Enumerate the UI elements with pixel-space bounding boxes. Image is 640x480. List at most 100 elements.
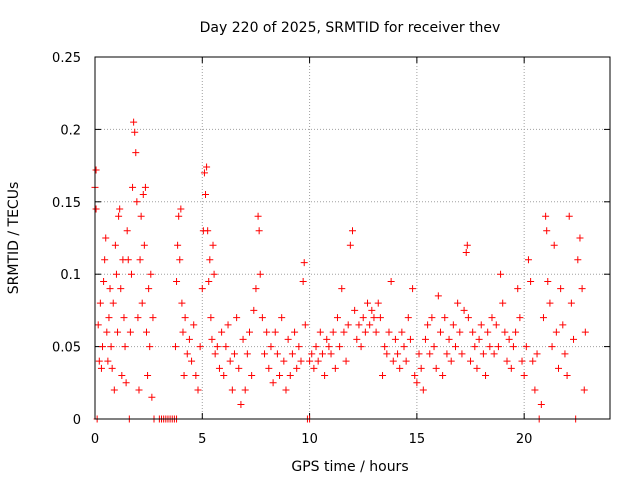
data-point [103, 328, 111, 336]
data-point [254, 212, 262, 220]
data-point [131, 128, 139, 136]
data-point [211, 350, 219, 358]
data-point [580, 386, 588, 394]
data-point [314, 357, 322, 365]
data-point [462, 248, 470, 256]
data-point [288, 350, 296, 358]
data-point [114, 328, 122, 336]
data-point [118, 372, 126, 380]
data-point [351, 306, 359, 314]
data-point [445, 335, 453, 343]
data-point [482, 372, 490, 380]
data-point [463, 241, 471, 249]
chart-title: Day 220 of 2025, SRMTID for receiver the… [200, 20, 501, 36]
data-point [121, 343, 129, 351]
data-point [241, 386, 249, 394]
y-tick-label: 0.25 [52, 51, 81, 66]
data-point [207, 314, 215, 322]
data-point [477, 321, 485, 329]
data-point [402, 357, 410, 365]
data-point [509, 343, 517, 351]
data-point [557, 285, 565, 293]
data-point [366, 321, 374, 329]
data-point [426, 350, 434, 358]
data-point [92, 205, 100, 213]
data-point [344, 321, 352, 329]
data-point [494, 343, 502, 351]
data-point [92, 166, 100, 174]
data-point [475, 335, 483, 343]
data-point [539, 314, 547, 322]
data-point [516, 314, 524, 322]
data-point [171, 343, 179, 351]
x-tick-label: 10 [301, 432, 318, 447]
data-point [218, 328, 226, 336]
y-tick-label: 0.1 [60, 268, 81, 283]
data-point [570, 335, 578, 343]
data-point [565, 212, 573, 220]
data-point [220, 372, 228, 380]
x-tick-label: 20 [516, 432, 533, 447]
data-point [278, 314, 286, 322]
data-point [385, 328, 393, 336]
data-point [180, 372, 188, 380]
data-point [454, 299, 462, 307]
data-point [265, 364, 273, 372]
data-point [185, 335, 193, 343]
data-point [175, 212, 183, 220]
data-point [130, 118, 138, 126]
data-point [106, 285, 114, 293]
data-point [546, 299, 554, 307]
data-point [428, 314, 436, 322]
data-point [133, 198, 141, 206]
data-point [310, 364, 318, 372]
data-point [280, 357, 288, 365]
data-point [424, 321, 432, 329]
data-point [443, 350, 451, 358]
data-point [176, 256, 184, 264]
data-point [250, 306, 258, 314]
data-point [415, 350, 423, 358]
data-point [300, 259, 308, 267]
data-point [411, 372, 419, 380]
data-point [181, 314, 189, 322]
data-point [518, 357, 526, 365]
data-point [552, 328, 560, 336]
data-point [550, 241, 558, 249]
data-point [359, 314, 367, 322]
data-point [524, 256, 532, 264]
data-point [188, 357, 196, 365]
data-point [224, 321, 232, 329]
data-point [213, 343, 221, 351]
data-point [117, 285, 125, 293]
data-point [333, 314, 341, 322]
data-point [368, 306, 376, 314]
data-point [230, 350, 238, 358]
data-point [104, 357, 112, 365]
data-point [370, 314, 378, 322]
y-tick-label: 0.05 [52, 341, 81, 356]
data-point [134, 314, 142, 322]
x-axis-label: GPS time / hours [291, 459, 408, 475]
data-point [129, 183, 137, 191]
data-point [237, 401, 245, 409]
data-point [488, 314, 496, 322]
data-point [210, 270, 218, 278]
data-point [471, 343, 479, 351]
data-point [269, 379, 277, 387]
data-point [183, 350, 191, 358]
data-point [581, 328, 589, 336]
data-point [533, 350, 541, 358]
data-point [321, 372, 329, 380]
data-point [273, 350, 281, 358]
data-point [379, 372, 387, 380]
data-point [396, 364, 404, 372]
data-point [140, 241, 148, 249]
data-point [178, 299, 186, 307]
data-point [112, 270, 120, 278]
data-point [447, 357, 455, 365]
data-point [441, 314, 449, 322]
data-point [394, 350, 402, 358]
data-point [233, 314, 241, 322]
data-point [473, 364, 481, 372]
